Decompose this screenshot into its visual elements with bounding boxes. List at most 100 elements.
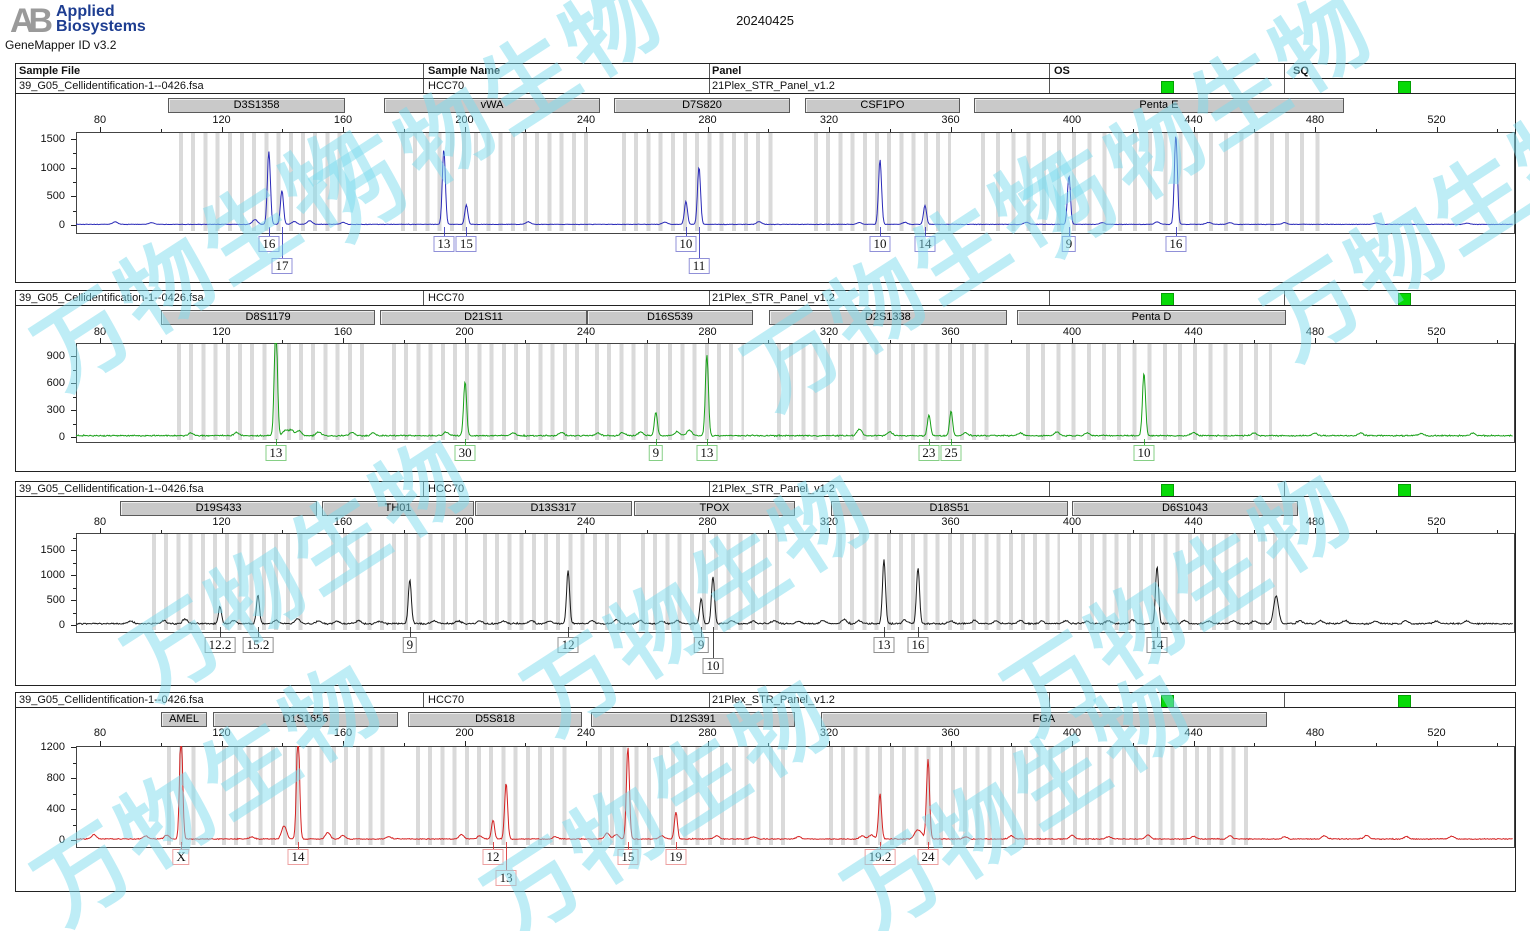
x-axis-label: 160 bbox=[333, 114, 353, 126]
marker-box-TPOX: TPOX bbox=[633, 501, 795, 516]
allele-label-D5S818-12[interactable]: 12 bbox=[482, 849, 504, 865]
allele-label-D18S51-13[interactable]: 13 bbox=[873, 637, 895, 653]
allele-label-D19S433-15.2[interactable]: 15.2 bbox=[242, 637, 274, 653]
x-axis-minor-tick bbox=[282, 340, 284, 343]
allele-label-AMEL-X[interactable]: X bbox=[172, 849, 190, 865]
x-axis-tick bbox=[586, 338, 587, 343]
x-axis-label: 80 bbox=[93, 516, 107, 528]
x-axis-tick bbox=[1436, 338, 1438, 343]
allele-connector bbox=[880, 227, 882, 236]
x-axis-tick bbox=[586, 127, 587, 132]
y-axis-minor-tick bbox=[73, 587, 76, 589]
allele-label-Penta-E-9[interactable]: 9 bbox=[1061, 236, 1077, 252]
allele-connector bbox=[493, 842, 495, 849]
x-axis-tick bbox=[829, 338, 830, 343]
trace-black-dye-trace bbox=[75, 559, 1513, 626]
allele-bins-Penta-E bbox=[980, 133, 1331, 231]
allele-label-D2S1338-25[interactable]: 25 bbox=[940, 445, 962, 461]
sample-name-value: HCC70 bbox=[428, 694, 465, 706]
allele-label-Penta-E-16[interactable]: 16 bbox=[1165, 236, 1187, 252]
sample-row[interactable]: 39_G05_Cellidentification-1--0426.fsa HCC… bbox=[15, 692, 1516, 708]
allele-label-vWA-13[interactable]: 13 bbox=[433, 236, 455, 252]
column-header-sq: SQ bbox=[1293, 65, 1309, 77]
allele-label-TPOX-10[interactable]: 10 bbox=[702, 658, 724, 674]
column-separator bbox=[1284, 64, 1285, 78]
x-axis-label: 400 bbox=[1062, 727, 1082, 739]
allele-label-D19S433-12.2[interactable]: 12.2 bbox=[204, 637, 236, 653]
allele-label-FGA-24[interactable]: 24 bbox=[917, 849, 939, 865]
allele-connector bbox=[685, 227, 687, 236]
column-separator bbox=[423, 482, 424, 496]
x-axis-label: 240 bbox=[576, 114, 596, 126]
marker-box-vWA: vWA bbox=[384, 98, 601, 113]
allele-label-D6S1043-14[interactable]: 14 bbox=[1146, 637, 1168, 653]
x-axis-label: 240 bbox=[576, 516, 596, 528]
allele-label-FGA-19.2[interactable]: 19.2 bbox=[864, 849, 896, 865]
allele-connector bbox=[701, 627, 703, 637]
allele-label-D3S1358-16[interactable]: 16 bbox=[258, 236, 280, 252]
x-axis-minor-tick bbox=[1497, 743, 1499, 746]
x-axis-tick bbox=[1315, 741, 1316, 746]
allele-label-D16S539-9[interactable]: 9 bbox=[648, 445, 664, 461]
x-axis-tick bbox=[1072, 338, 1073, 343]
x-axis-minor-tick bbox=[1132, 129, 1134, 132]
x-axis-minor-tick bbox=[889, 129, 891, 132]
allele-label-D7S820-11[interactable]: 11 bbox=[688, 258, 710, 274]
allele-label-vWA-15[interactable]: 15 bbox=[455, 236, 477, 252]
allele-label-D16S539-13[interactable]: 13 bbox=[696, 445, 718, 461]
allele-label-CSF1PO-14[interactable]: 14 bbox=[914, 236, 936, 252]
x-axis-label: 200 bbox=[455, 727, 474, 739]
allele-connector bbox=[219, 627, 221, 637]
applied-biosystems-logo-icon: AB bbox=[10, 2, 53, 40]
x-axis-label: 360 bbox=[941, 516, 960, 528]
x-axis-minor-tick bbox=[525, 743, 527, 746]
allele-label-D13S317-12[interactable]: 12 bbox=[557, 637, 579, 653]
allele-label-Penta-D-10[interactable]: 10 bbox=[1133, 445, 1155, 461]
allele-label-D12S391-19[interactable]: 19 bbox=[665, 849, 687, 865]
allele-label-D12S391-15[interactable]: 15 bbox=[617, 849, 639, 865]
allele-label-TPOX-9[interactable]: 9 bbox=[693, 637, 709, 653]
allele-label-D1S1656-14[interactable]: 14 bbox=[287, 849, 309, 865]
allele-label-D21S11-30[interactable]: 30 bbox=[454, 445, 476, 461]
sample-row[interactable]: 39_G05_Cellidentification-1--0426.fsa HCC… bbox=[15, 481, 1516, 497]
y-axis-tick bbox=[71, 550, 76, 551]
x-axis-tick bbox=[1436, 528, 1438, 533]
allele-label-D18S51-16[interactable]: 16 bbox=[907, 637, 929, 653]
sample-row[interactable]: 39_G05_Cellidentification-1--0426.fsa HCC… bbox=[15, 290, 1516, 306]
y-axis-tick bbox=[71, 356, 76, 357]
y-axis-minor-tick bbox=[73, 369, 76, 371]
y-axis-label: 900 bbox=[46, 350, 65, 362]
allele-label-D2S1338-23[interactable]: 23 bbox=[918, 445, 940, 461]
allele-label-D8S1179-13[interactable]: 13 bbox=[265, 445, 287, 461]
allele-connector bbox=[443, 227, 445, 236]
x-axis-label: 400 bbox=[1062, 326, 1082, 338]
allele-bins-D6S1043 bbox=[1078, 534, 1288, 630]
sample-row[interactable]: 39_G05_Cellidentification-1--0426.fsa HCC… bbox=[15, 78, 1516, 94]
x-axis-tick bbox=[586, 528, 587, 533]
marker-box-D8S1179: D8S1179 bbox=[161, 310, 376, 325]
panel-name-value: 21Plex_STR_Panel_v1.2 bbox=[712, 694, 835, 706]
allele-connector bbox=[466, 227, 468, 236]
x-axis-label: 520 bbox=[1427, 727, 1446, 739]
x-axis-tick bbox=[464, 127, 466, 132]
y-axis-tick bbox=[71, 809, 76, 810]
x-axis-tick bbox=[829, 528, 830, 533]
allele-label-D5S818-13[interactable]: 13 bbox=[495, 870, 517, 886]
marker-box-D7S820: D7S820 bbox=[613, 98, 790, 113]
x-axis-tick bbox=[1193, 127, 1195, 132]
allele-connector bbox=[917, 627, 919, 637]
x-axis-minor-tick bbox=[525, 530, 527, 533]
x-axis-label: 200 bbox=[455, 114, 474, 126]
allele-label-D7S820-10[interactable]: 10 bbox=[675, 236, 697, 252]
allele-connector bbox=[1143, 439, 1145, 445]
x-axis-tick bbox=[707, 741, 709, 746]
x-axis-label: 320 bbox=[819, 114, 839, 126]
allele-label-CSF1PO-10[interactable]: 10 bbox=[869, 236, 891, 252]
x-axis-tick bbox=[343, 741, 344, 746]
marker-box-TH01: TH01 bbox=[322, 501, 475, 516]
allele-label-D3S1358-17[interactable]: 17 bbox=[271, 258, 293, 274]
allele-bins-D3S1358 bbox=[178, 133, 345, 231]
allele-label-TH01-9[interactable]: 9 bbox=[402, 637, 418, 653]
column-separator bbox=[709, 64, 710, 78]
allele-connector bbox=[268, 227, 270, 236]
